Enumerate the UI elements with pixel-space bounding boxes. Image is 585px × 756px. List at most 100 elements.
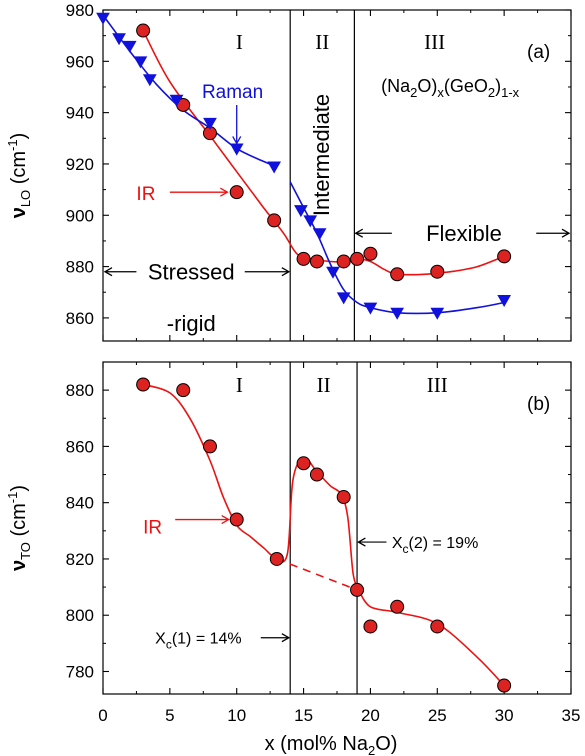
y-tick-label: 780 <box>66 662 94 681</box>
intermediate-label: Intermediate <box>309 94 334 216</box>
y-tick-label: 960 <box>66 52 94 71</box>
panel-label: (b) <box>527 394 550 415</box>
flexible-arrow-left-head <box>354 228 364 238</box>
xc2-label-main: X <box>392 535 403 552</box>
ir-point <box>336 490 351 505</box>
formula-subscript: 2 <box>488 85 495 100</box>
x-tick-label: 5 <box>165 706 174 725</box>
x-axis-label: x (mol% Na2O) <box>265 733 398 756</box>
ir-point <box>336 254 351 269</box>
ir-point <box>309 254 324 269</box>
y-tick-label: 820 <box>66 550 94 569</box>
ir-point <box>202 439 217 454</box>
raman-point <box>229 143 244 156</box>
ir-point <box>390 599 405 614</box>
x-tick-label: 25 <box>428 706 447 725</box>
raman-point <box>497 294 512 307</box>
y-axis-label-sub: TO <box>18 542 33 560</box>
raman-point <box>112 33 126 46</box>
region-label: III <box>427 373 448 397</box>
raman-fit-line <box>289 181 505 315</box>
y-tick-label: 840 <box>66 494 94 513</box>
ir-extrapolation-dashed <box>276 558 358 591</box>
raman-point <box>303 215 318 228</box>
ir-point <box>136 23 151 38</box>
ir-point <box>497 678 512 693</box>
ir-arrow-head <box>221 514 231 525</box>
x-tick-label: 20 <box>361 706 380 725</box>
xc1-label: Xc(1) = 14% <box>155 631 241 652</box>
region-label: I <box>236 30 243 54</box>
y-axis-label-sup: -1 <box>5 492 20 504</box>
y-tick-label: 900 <box>66 206 94 225</box>
x-tick-label: 15 <box>294 706 313 725</box>
xc2-label: Xc(2) = 19% <box>392 535 478 556</box>
formula-subscript: 2 <box>410 85 417 100</box>
ir-point <box>350 251 365 266</box>
panel-label: (a) <box>527 42 550 63</box>
y-tick-label: 880 <box>66 381 94 400</box>
x-axis-label-main: x (mol% Na <box>265 733 369 755</box>
stressed-label: Stressed <box>148 260 235 285</box>
ir-label: IR <box>136 184 155 205</box>
raman-point <box>96 12 110 25</box>
raman-point <box>122 40 137 53</box>
x-axis-label-close: O) <box>375 733 397 755</box>
ir-point <box>497 249 512 264</box>
ir-point <box>229 185 244 200</box>
xc2-label-rest: (2) = 19% <box>408 535 478 552</box>
ir-fit-line <box>142 383 360 591</box>
ir-point <box>430 264 445 279</box>
ir-point <box>363 619 378 634</box>
stressed-arrow-left-head <box>103 267 113 277</box>
y-axis-label: νTO (cm-1) <box>5 485 33 571</box>
xc1-label-rest: (1) = 14% <box>172 631 242 648</box>
ir-point <box>309 467 324 482</box>
region-label: I <box>236 373 243 397</box>
raman-point <box>203 117 217 130</box>
raman-point <box>142 74 157 87</box>
formula-part: O) <box>417 76 437 96</box>
y-tick-label: 940 <box>66 104 94 123</box>
ir-point <box>350 582 365 597</box>
formula-part: ) <box>495 76 501 96</box>
y-axis-label-unit: (cm <box>8 151 30 190</box>
ir-fit-line <box>142 30 505 276</box>
ir-point <box>176 383 191 398</box>
region-label: II <box>317 373 331 397</box>
ir-label: IR <box>143 518 162 539</box>
ir-point <box>296 456 311 471</box>
ir-point <box>390 267 405 282</box>
panel-b: 780 800 820 840 860 880 (b) νTO (cm-1) 0 5 10 15 20 2… <box>5 361 581 756</box>
x-tick-label: 10 <box>227 706 246 725</box>
raman-point <box>363 302 378 315</box>
region-label: III <box>424 30 445 54</box>
rigid-label: -rigid <box>167 311 216 336</box>
stressed-arrow-right-head <box>281 267 291 277</box>
ir-point <box>296 251 311 266</box>
y-tick-label: 860 <box>66 437 94 456</box>
ir-point <box>267 213 282 228</box>
y-axis-label-main: ν <box>8 560 30 571</box>
raman-point <box>169 94 184 107</box>
y-axis-label: νLO (cm-1) <box>5 133 33 219</box>
x-axis-label-sub: 2 <box>368 743 375 756</box>
raman-fit-line <box>102 14 278 168</box>
formula-subscript: x <box>437 85 444 100</box>
formula-part: (Na <box>381 76 411 96</box>
raman-point <box>312 228 327 241</box>
y-tick-label: 880 <box>66 258 94 277</box>
x-tick-label: 30 <box>495 706 514 725</box>
y-axis-label-main: ν <box>8 207 30 218</box>
y-tick-label: 800 <box>66 606 94 625</box>
raman-point <box>133 56 148 69</box>
ir-point <box>136 377 151 392</box>
raman-point <box>430 307 445 320</box>
ir-point <box>269 551 284 566</box>
y-axis-label-close: ) <box>8 485 30 492</box>
x-tick-label: 35 <box>562 706 581 725</box>
formula-subscript: 1-x <box>501 85 520 100</box>
ir-fit-line <box>357 589 505 687</box>
ir-point <box>229 512 244 527</box>
